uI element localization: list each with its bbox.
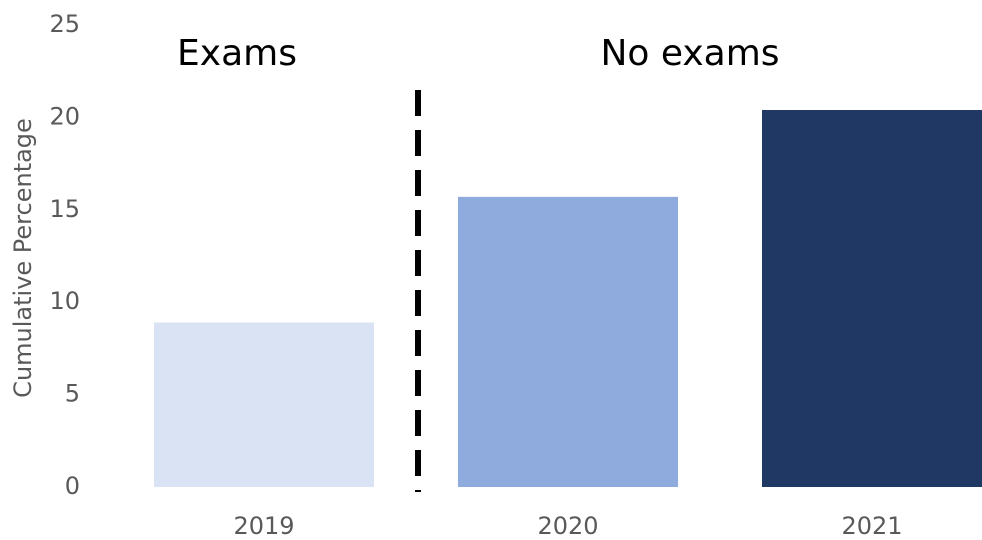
y-tick-label: 10 xyxy=(49,287,80,315)
annotation: Exams xyxy=(177,33,297,74)
y-tick-label: 15 xyxy=(49,195,80,223)
y-tick-label: 0 xyxy=(65,472,80,500)
x-tick-label: 2021 xyxy=(841,512,902,540)
x-tick-label: 2020 xyxy=(537,512,598,540)
annotation: No exams xyxy=(600,33,779,74)
y-tick-label: 25 xyxy=(49,10,80,38)
bar xyxy=(154,322,374,487)
y-tick-label: 5 xyxy=(65,380,80,408)
y-axis-label: Cumulative Percentage xyxy=(9,118,37,398)
y-tick-label: 20 xyxy=(49,102,80,130)
bar xyxy=(458,196,678,487)
x-tick-label: 2019 xyxy=(233,512,294,540)
bar xyxy=(762,110,982,488)
